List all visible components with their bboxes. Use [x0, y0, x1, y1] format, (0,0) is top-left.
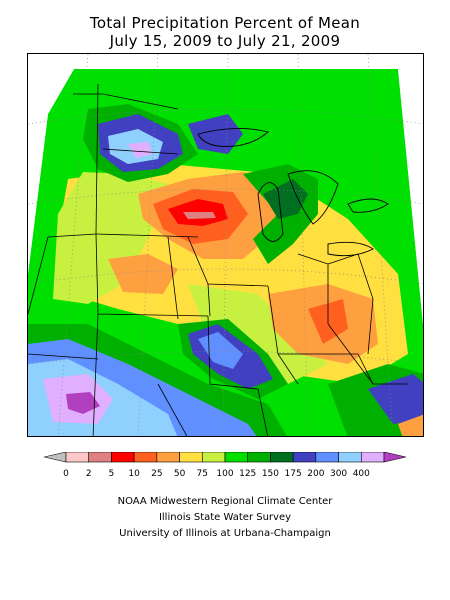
map-region-lavender-nw	[128, 142, 153, 158]
legend-tick-label: 10	[128, 469, 140, 478]
map-region-orange-west	[108, 254, 178, 294]
map-region-darkest-green	[263, 179, 308, 219]
map-region-pink-spot	[183, 212, 216, 219]
legend-swatch	[315, 452, 339, 463]
legend-tick-label: 5	[109, 469, 115, 478]
map-title: Total Precipitation Percent of Mean	[89, 14, 361, 32]
legend-arrow-high	[383, 452, 406, 463]
legend-swatch	[247, 452, 271, 463]
legend-tick-label: 300	[330, 469, 347, 478]
legend-swatch	[179, 452, 203, 463]
state-boundaries	[28, 83, 408, 436]
map-region-indigo-se	[368, 374, 423, 424]
legend-swatch	[201, 452, 226, 463]
legend-tick-label: 100	[216, 469, 233, 478]
precipitation-map	[27, 53, 424, 437]
legend-tick-label: 25	[151, 469, 162, 478]
map-region-lime-2	[188, 284, 328, 384]
legend-swatch	[270, 452, 294, 463]
map-region-blue-central	[198, 332, 243, 369]
map-date-range: July 15, 2009 to July 21, 2009	[109, 32, 341, 50]
legend-tick-label: 75	[197, 469, 208, 478]
legend-tick-label: 50	[174, 469, 186, 478]
credit-isws: Illinois State Water Survey	[158, 512, 292, 523]
legend-tick-label: 2	[86, 469, 92, 478]
credit-uiuc: University of Illinois at Urbana-Champai…	[119, 528, 331, 539]
map-region-lime	[53, 172, 168, 304]
legend-tick-label: 175	[285, 469, 302, 478]
credit-mrcc: NOAA Midwestern Regional Climate Center	[117, 496, 333, 507]
color-legend: 0 2 5 10 25 50 75 100 125 150 175 200 300 400	[44, 452, 406, 478]
legend-swatch	[224, 452, 249, 463]
legend-swatch	[292, 452, 317, 463]
map-region-orange-corner	[398, 414, 423, 436]
legend-swatch	[156, 452, 180, 463]
legend-tick-label: 200	[307, 469, 324, 478]
legend-swatch	[133, 452, 158, 463]
map-region-purple-sw	[66, 392, 100, 414]
legend-swatch	[111, 452, 135, 463]
legend-swatch	[88, 452, 112, 463]
map-region-indigo-n	[188, 114, 243, 154]
great-lakes	[197, 127, 389, 257]
legend-swatch	[360, 452, 385, 463]
graticule	[28, 54, 423, 436]
legend-swatch	[338, 452, 362, 463]
legend-tick-label: 125	[239, 469, 256, 478]
legend-swatch	[65, 452, 90, 463]
legend-tick-label: 400	[353, 469, 370, 478]
legend-arrow-low	[44, 452, 67, 463]
legend-tick-label: 0	[63, 469, 69, 478]
legend-tick-label: 150	[262, 469, 279, 478]
